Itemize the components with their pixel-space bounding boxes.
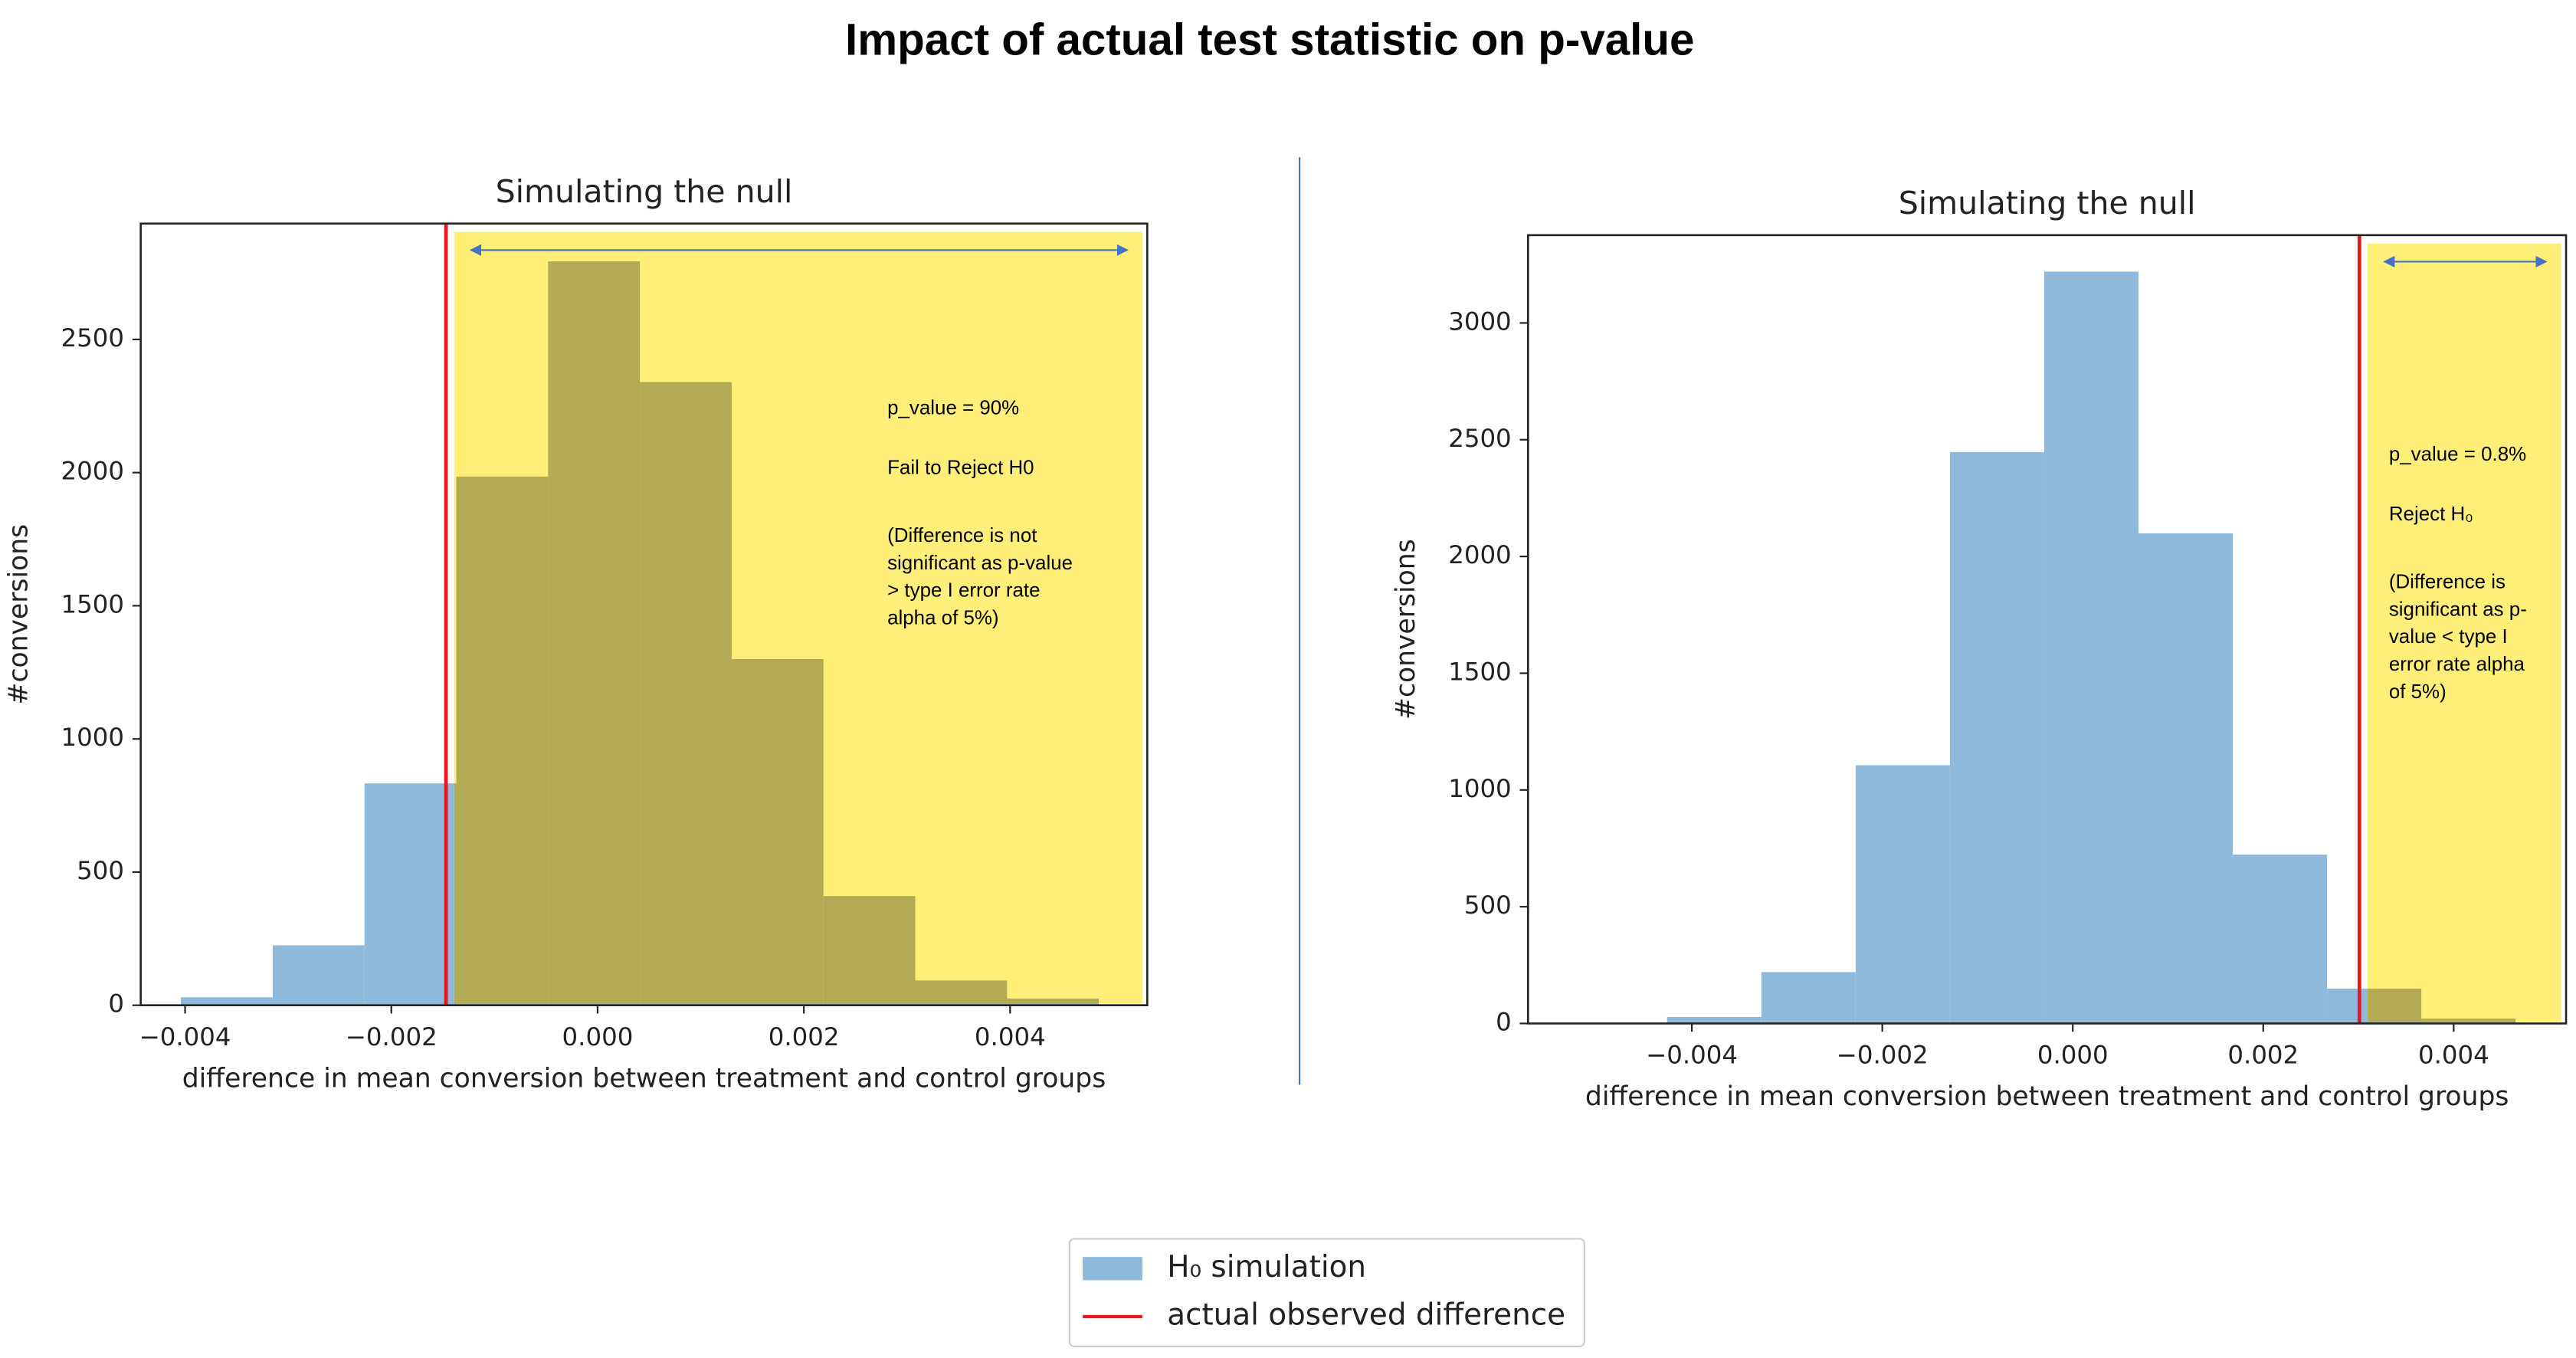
- x-tick-label: 0.000: [562, 1022, 634, 1051]
- bar-overlap: [731, 658, 824, 1004]
- explanation-text: significant as p-: [2389, 599, 2527, 620]
- y-tick-label: 1500: [61, 589, 124, 618]
- axes-frame: [1527, 234, 2568, 1025]
- bar: [1855, 765, 1950, 1024]
- legend: H₀ simulation actual observed difference: [1068, 1238, 1585, 1347]
- figure-title: Impact of actual test statistic on p-val…: [845, 15, 1694, 65]
- explanation-text: alpha of 5%): [887, 608, 998, 629]
- x-tick-label: −0.004: [139, 1022, 231, 1051]
- x-tick-label: 0.000: [2037, 1041, 2109, 1070]
- x-tick-label: 0.004: [975, 1022, 1046, 1051]
- y-tick-label: 2000: [61, 457, 124, 486]
- bar-overlap: [2421, 1018, 2516, 1022]
- x-tick-label: −0.002: [346, 1022, 438, 1051]
- explanation-text: (Difference is: [2389, 572, 2506, 593]
- bar: [181, 997, 273, 1005]
- y-tick-label: 3000: [1448, 307, 1511, 336]
- overlap: [454, 261, 1100, 1004]
- chart: Simulating the null −0.004 −0.002 0.000 0.00…: [1391, 185, 2568, 1112]
- y-tick-label: 500: [1464, 891, 1512, 920]
- bar: [2138, 533, 2234, 1024]
- bar-overlap: [640, 382, 732, 1004]
- bar: [1949, 451, 2044, 1024]
- legend-label: H₀ simulation: [1167, 1250, 1366, 1284]
- bar-overlap: [456, 476, 549, 1004]
- explanation-text: (Difference is not: [887, 525, 1037, 546]
- y-tick-label: 2000: [1448, 540, 1511, 569]
- bar-overlap: [823, 896, 916, 1004]
- explanation-text: value < type I: [2389, 626, 2508, 648]
- decision-text: Reject H₀: [2389, 504, 2473, 525]
- chart-title: Simulating the null: [1899, 185, 2196, 221]
- explanation-text: > type I error rate: [887, 580, 1040, 602]
- explanation-text: significant as p-value: [887, 553, 1073, 574]
- legend-box: [1068, 1238, 1585, 1347]
- y-tick-label: 500: [77, 856, 124, 885]
- bar: [2233, 854, 2328, 1024]
- p-value-text: p_value = 90%: [887, 398, 1019, 419]
- axes-frame: [139, 222, 1149, 1007]
- explanation-text: of 5%): [2389, 681, 2447, 703]
- y-tick-label: 1500: [1448, 657, 1511, 686]
- overlap: [2368, 989, 2516, 1022]
- x-tick-label: −0.002: [1837, 1041, 1929, 1070]
- chart-title: Simulating the null: [496, 173, 793, 210]
- y-tick-label: 2500: [61, 323, 124, 353]
- legend-patch: [1083, 1257, 1142, 1281]
- x-tick-label: 0.002: [769, 1022, 840, 1051]
- y-tick-label: 0: [108, 989, 124, 1018]
- shaded-region: [2368, 243, 2561, 1022]
- bar-overlap: [548, 261, 641, 1004]
- y-tick-label: 1000: [61, 723, 124, 752]
- x-tick-label: 0.002: [2227, 1041, 2299, 1070]
- bar: [2043, 271, 2138, 1024]
- bar-overlap: [454, 783, 457, 1004]
- bar: [1667, 1016, 1762, 1024]
- bar: [364, 783, 457, 1005]
- x-axis-label: difference in mean conversion between tr…: [1585, 1081, 2509, 1112]
- p-value-text: p_value = 0.8%: [2389, 444, 2526, 465]
- y-tick-label: 0: [1496, 1007, 1512, 1036]
- bar: [272, 945, 365, 1005]
- x-tick-label: −0.004: [1646, 1041, 1738, 1070]
- y-axis-label: #conversions: [1391, 539, 1421, 720]
- explanation-text: error rate alpha: [2389, 654, 2525, 675]
- y-tick-label: 1000: [1448, 774, 1511, 803]
- x-tick-label: 0.004: [2418, 1041, 2489, 1070]
- bar-overlap: [915, 980, 1008, 1004]
- legend-label: actual observed difference: [1167, 1297, 1565, 1332]
- chart: Simulating the null −0.004 −0.002 0.000 0.00…: [3, 173, 1149, 1094]
- bar-overlap: [2368, 989, 2422, 1022]
- y-tick-label: 2500: [1448, 424, 1511, 453]
- x-axis-label: difference in mean conversion between tr…: [182, 1063, 1106, 1094]
- bar: [1761, 972, 1856, 1024]
- y-axis-label: #conversions: [3, 524, 34, 705]
- bar-overlap: [1007, 999, 1100, 1004]
- decision-text: Fail to Reject H0: [887, 457, 1034, 478]
